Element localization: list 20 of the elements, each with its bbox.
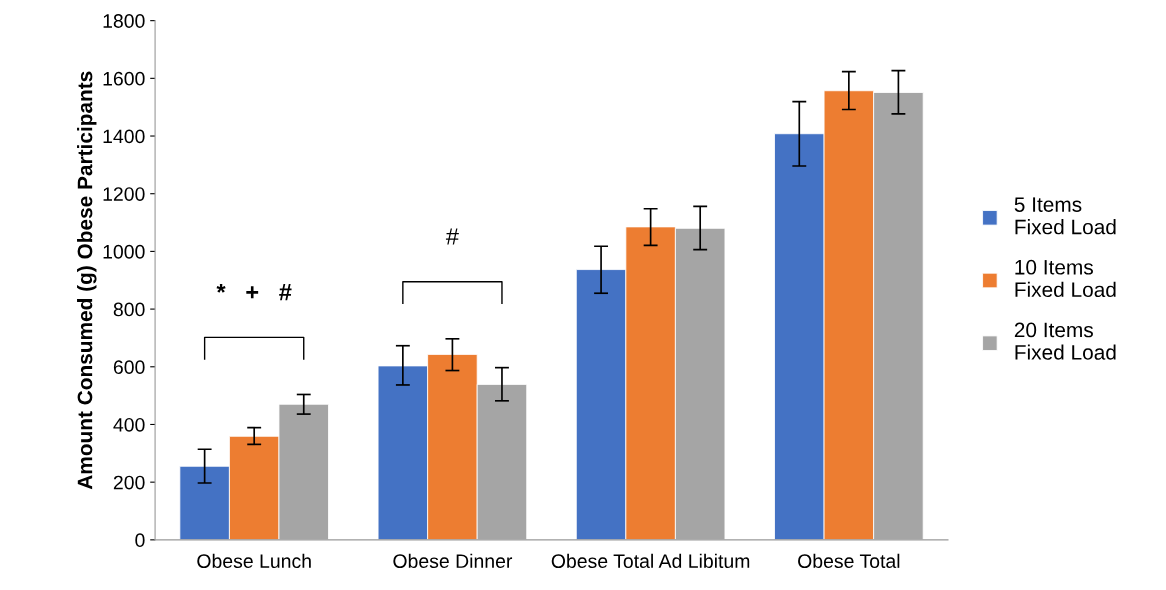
y-tick-label: 1400 <box>103 129 145 144</box>
y-tick-label: 200 <box>113 475 145 490</box>
y-tick-label: 1600 <box>103 71 145 86</box>
x-tick-label: Obese Total <box>798 553 900 569</box>
legend-label: 10 Items Fixed Load <box>1015 259 1116 298</box>
y-tick-label: 800 <box>113 302 145 317</box>
y-tick-label: 600 <box>113 360 145 375</box>
annotation: * + # <box>216 283 292 301</box>
y-tick-label: 1800 <box>103 14 145 28</box>
x-tick-label: Obese Total Ad Libitum <box>551 553 750 569</box>
y-tick-label: 1200 <box>103 187 145 201</box>
legend-label: 20 Items Fixed Load <box>1014 322 1116 360</box>
x-tick-label: Obese Dinner <box>393 553 513 569</box>
legend-label: 5 Items Fixed Load <box>1014 197 1116 235</box>
y-tick-label: 0 <box>135 533 145 548</box>
annotation: # <box>445 228 459 245</box>
y-tick-label: 1000 <box>103 244 145 259</box>
x-tick-label: Obese Lunch <box>197 553 311 569</box>
y-tick-label: 400 <box>113 417 145 432</box>
y-axis-title: Amount Consumed (g) Obese Participants <box>77 71 97 490</box>
